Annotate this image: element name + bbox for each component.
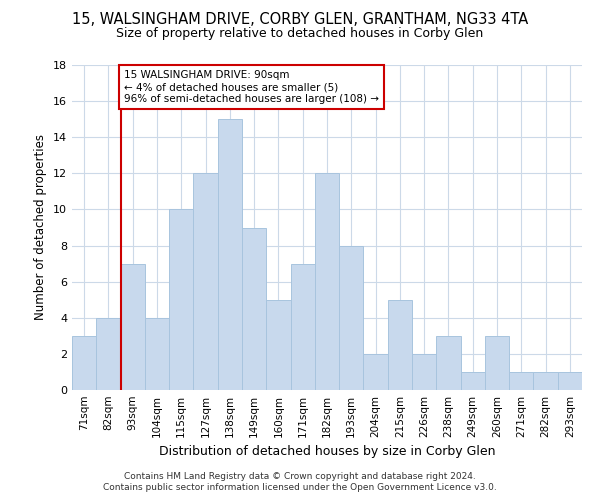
Bar [461, 372, 485, 390]
Bar [193, 174, 218, 390]
X-axis label: Distribution of detached houses by size in Corby Glen: Distribution of detached houses by size … [159, 446, 495, 458]
Bar [242, 228, 266, 390]
Bar [72, 336, 96, 390]
Bar [121, 264, 145, 390]
Bar [169, 210, 193, 390]
Bar [266, 300, 290, 390]
Y-axis label: Number of detached properties: Number of detached properties [34, 134, 47, 320]
Text: Contains HM Land Registry data © Crown copyright and database right 2024.: Contains HM Land Registry data © Crown c… [124, 472, 476, 481]
Bar [388, 300, 412, 390]
Bar [96, 318, 121, 390]
Bar [339, 246, 364, 390]
Bar [509, 372, 533, 390]
Bar [290, 264, 315, 390]
Bar [412, 354, 436, 390]
Text: 15, WALSINGHAM DRIVE, CORBY GLEN, GRANTHAM, NG33 4TA: 15, WALSINGHAM DRIVE, CORBY GLEN, GRANTH… [72, 12, 528, 28]
Bar [145, 318, 169, 390]
Bar [533, 372, 558, 390]
Bar [364, 354, 388, 390]
Bar [436, 336, 461, 390]
Bar [485, 336, 509, 390]
Bar [218, 119, 242, 390]
Bar [558, 372, 582, 390]
Text: Contains public sector information licensed under the Open Government Licence v3: Contains public sector information licen… [103, 484, 497, 492]
Text: Size of property relative to detached houses in Corby Glen: Size of property relative to detached ho… [116, 28, 484, 40]
Bar [315, 174, 339, 390]
Text: 15 WALSINGHAM DRIVE: 90sqm
← 4% of detached houses are smaller (5)
96% of semi-d: 15 WALSINGHAM DRIVE: 90sqm ← 4% of detac… [124, 70, 379, 104]
